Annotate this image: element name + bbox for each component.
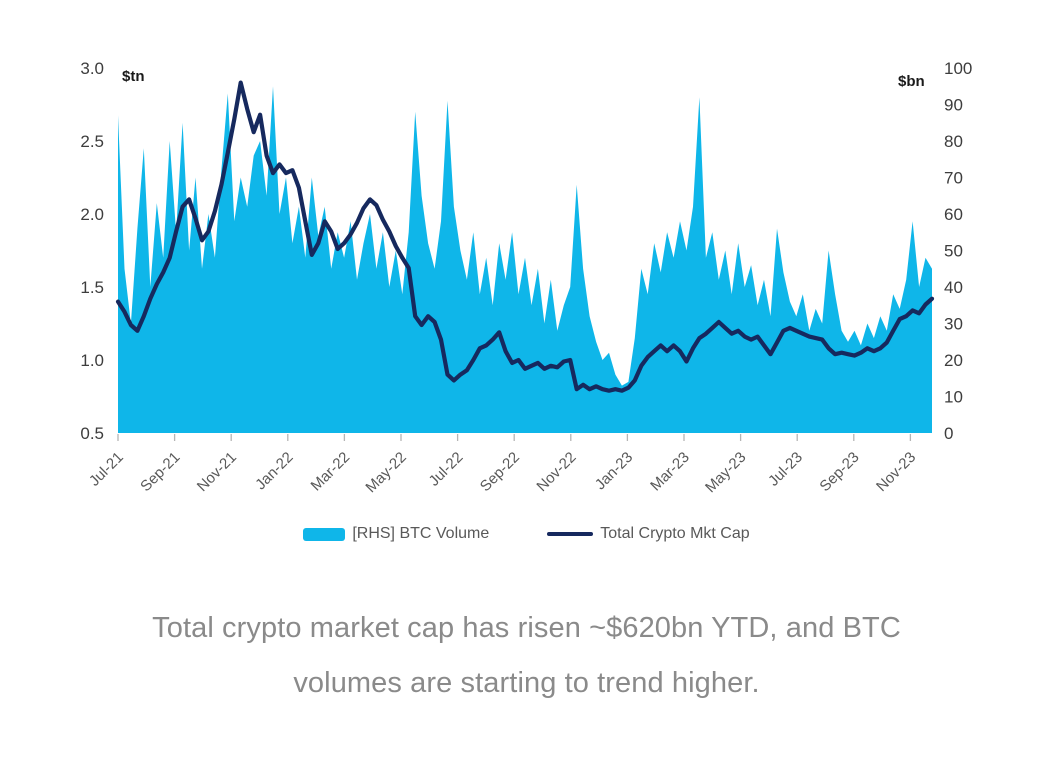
left-axis-tick-label: 1.5 bbox=[80, 278, 104, 297]
legend-label-mktcap: Total Crypto Mkt Cap bbox=[600, 525, 750, 542]
caption-line-2: volumes are starting to trend higher. bbox=[293, 667, 760, 699]
left-axis-tick-labels: 3.0 2.5 2.0 1.5 1.0 0.5 bbox=[80, 59, 104, 443]
x-axis-tick-label: Sep-22 bbox=[477, 449, 523, 495]
x-axis-tick-label: Sep-21 bbox=[137, 449, 183, 495]
x-axis-tick-label: Jan-23 bbox=[592, 449, 636, 493]
legend-item-mktcap: Total Crypto Mkt Cap bbox=[547, 525, 750, 543]
left-axis-tick-label: 3.0 bbox=[80, 59, 104, 78]
right-axis-tick-label: 80 bbox=[944, 132, 963, 151]
right-axis-tick-label: 20 bbox=[944, 351, 963, 370]
crypto-chart: $tn $bn 3.02.52.01.51.00.5 1009080706050… bbox=[80, 59, 972, 496]
x-axis-tick-label: Jan-22 bbox=[252, 449, 296, 493]
total-mktcap-line bbox=[115, 80, 935, 393]
right-axis-tick-label: 50 bbox=[944, 242, 963, 261]
x-axis-ticks-and-labels: Jul-21 Sep-21 Nov-21 Jan-22 Mar-22 May-22 Jul-… bbox=[86, 434, 919, 496]
right-axis-tick-label: 40 bbox=[944, 278, 963, 297]
right-axis-tick-label: 10 bbox=[944, 388, 963, 407]
total-mktcap-line-series bbox=[115, 80, 935, 393]
x-axis-tick-label: Mar-22 bbox=[308, 449, 354, 495]
x-axis-tick-label: Sep-23 bbox=[816, 449, 862, 495]
x-axis-tick-label: May-22 bbox=[362, 449, 409, 496]
x-axis-tick-label: Nov-22 bbox=[533, 449, 579, 495]
crypto-market-figure: $tn $bn 3.0 2.5 2.0 1.5 1.0 0.5 100 90 80 70 60 50… bbox=[0, 59, 1053, 711]
left-axis-unit-label: $tn bbox=[122, 68, 145, 85]
btc-volume-swatch-icon bbox=[303, 527, 346, 541]
right-axis-tick-label: 100 bbox=[944, 59, 972, 78]
figure-caption: Total crypto market cap has risen ~$620b… bbox=[0, 601, 1053, 711]
x-axis-tick-label: Nov-23 bbox=[873, 449, 919, 495]
right-axis-tick-label: 70 bbox=[944, 169, 963, 188]
right-axis-tick-label: 30 bbox=[944, 315, 963, 334]
x-axis-tick-label: Jul-22 bbox=[426, 449, 467, 490]
left-axis-tick-label: 1.0 bbox=[80, 351, 104, 370]
btc-volume-area-series bbox=[118, 86, 932, 434]
right-axis-tick-label: 0 bbox=[944, 424, 953, 443]
x-axis-tick-label: Jul-23 bbox=[765, 449, 806, 490]
btc-volume-area bbox=[118, 86, 932, 434]
legend-label-btc-volume: [RHS] BTC Volume bbox=[352, 525, 490, 542]
chart-legend: [RHS] BTC Volume Total Crypto Mkt Cap bbox=[0, 525, 1053, 543]
x-axis-tick-label: Mar-23 bbox=[647, 449, 693, 495]
x-axis-tick-label: Nov-21 bbox=[194, 449, 240, 495]
caption-line-1: Total crypto market cap has risen ~$620b… bbox=[152, 612, 901, 644]
legend-item-btc-volume: [RHS] BTC Volume bbox=[303, 525, 489, 543]
right-axis-unit-label: $bn bbox=[898, 73, 925, 90]
right-axis-tick-label: 90 bbox=[944, 96, 963, 115]
x-axis-tick-label: May-23 bbox=[702, 449, 749, 496]
left-axis-tick-label: 0.5 bbox=[80, 424, 104, 443]
left-axis-tick-label: 2.0 bbox=[80, 205, 104, 224]
left-axis-tick-label: 2.5 bbox=[80, 132, 104, 151]
mktcap-line-swatch-icon bbox=[547, 532, 594, 536]
right-axis-tick-label: 60 bbox=[944, 205, 963, 224]
x-axis-tick-label: Jul-21 bbox=[86, 449, 127, 490]
